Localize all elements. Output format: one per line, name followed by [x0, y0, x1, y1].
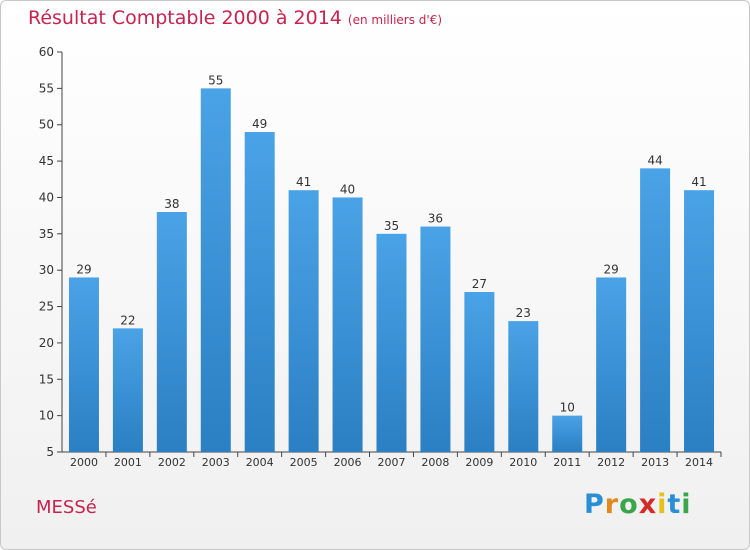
- data-label-2006: 40: [340, 182, 355, 196]
- bar-2010: [508, 321, 539, 452]
- data-label-2014: 41: [691, 175, 706, 189]
- bar-2008: [420, 226, 451, 452]
- data-label-2007: 35: [384, 219, 399, 233]
- x-tick-label: 2006: [334, 456, 362, 469]
- chart-title: Résultat Comptable 2000 à 2014 (en millie…: [28, 7, 442, 29]
- logo-letter: P: [584, 489, 605, 520]
- proxiti-logo[interactable]: Proxiti: [584, 489, 692, 520]
- x-tick-label: 2012: [597, 456, 625, 469]
- data-label-2001: 22: [120, 313, 135, 327]
- x-tick-label: 2003: [202, 456, 230, 469]
- bar-2013: [640, 168, 671, 452]
- y-tick-label: 10: [39, 409, 54, 423]
- x-tick-label: 2014: [685, 456, 713, 469]
- data-label-2005: 41: [296, 175, 311, 189]
- data-label-2013: 44: [647, 153, 662, 167]
- commune-name: MESSé: [36, 497, 97, 518]
- data-label-2000: 29: [76, 262, 91, 276]
- x-tick-label: 2009: [465, 456, 493, 469]
- bar-2005: [288, 190, 319, 452]
- bar-2004: [244, 132, 275, 452]
- logo-letter: x: [638, 489, 658, 520]
- data-label-2003: 55: [208, 73, 223, 87]
- bar-2003: [200, 88, 231, 452]
- bar-2001: [112, 328, 143, 452]
- logo-letter: r: [604, 489, 620, 520]
- y-tick-label: 30: [39, 263, 54, 277]
- bar-2011: [552, 415, 583, 452]
- data-label-2008: 36: [428, 212, 443, 226]
- y-tick-label: 15: [39, 372, 54, 386]
- bar-2000: [68, 277, 99, 452]
- x-tick-label: 2004: [246, 456, 274, 469]
- bar-2006: [332, 197, 363, 452]
- chart-title-text: Résultat Comptable 2000 à 2014: [28, 7, 342, 29]
- x-tick-label: 2010: [509, 456, 537, 469]
- data-label-2012: 29: [604, 262, 619, 276]
- y-tick-label: 5: [46, 445, 54, 459]
- y-tick-label: 60: [39, 45, 54, 59]
- logo-letter: i: [657, 489, 668, 520]
- x-tick-label: 2013: [641, 456, 669, 469]
- logo-letter: o: [619, 489, 639, 520]
- logo-letter: t: [667, 489, 682, 520]
- data-label-2004: 49: [252, 117, 267, 131]
- x-tick-label: 2002: [158, 456, 186, 469]
- bar-2014: [684, 190, 715, 452]
- y-tick-label: 25: [39, 300, 54, 314]
- chart-unit: (en milliers d'€): [347, 13, 443, 27]
- y-tick-label: 50: [39, 118, 54, 132]
- y-tick-label: 55: [39, 81, 54, 95]
- bar-2002: [156, 212, 187, 452]
- bar-2009: [464, 292, 495, 452]
- x-tick-label: 2001: [114, 456, 142, 469]
- x-tick-label: 2000: [70, 456, 98, 469]
- data-label-2002: 38: [164, 197, 179, 211]
- y-tick-label: 45: [39, 154, 54, 168]
- data-label-2009: 27: [472, 277, 487, 291]
- bar-2007: [376, 233, 407, 452]
- y-tick-label: 35: [39, 227, 54, 241]
- bar-2012: [596, 277, 627, 452]
- y-tick-label: 20: [39, 336, 54, 350]
- x-tick-label: 2007: [378, 456, 406, 469]
- data-label-2010: 23: [516, 306, 531, 320]
- data-label-2011: 10: [560, 401, 575, 415]
- x-tick-label: 2005: [290, 456, 318, 469]
- y-tick-label: 40: [39, 190, 54, 204]
- x-tick-label: 2011: [553, 456, 581, 469]
- x-tick-label: 2008: [421, 456, 449, 469]
- logo-letter: i: [681, 489, 692, 520]
